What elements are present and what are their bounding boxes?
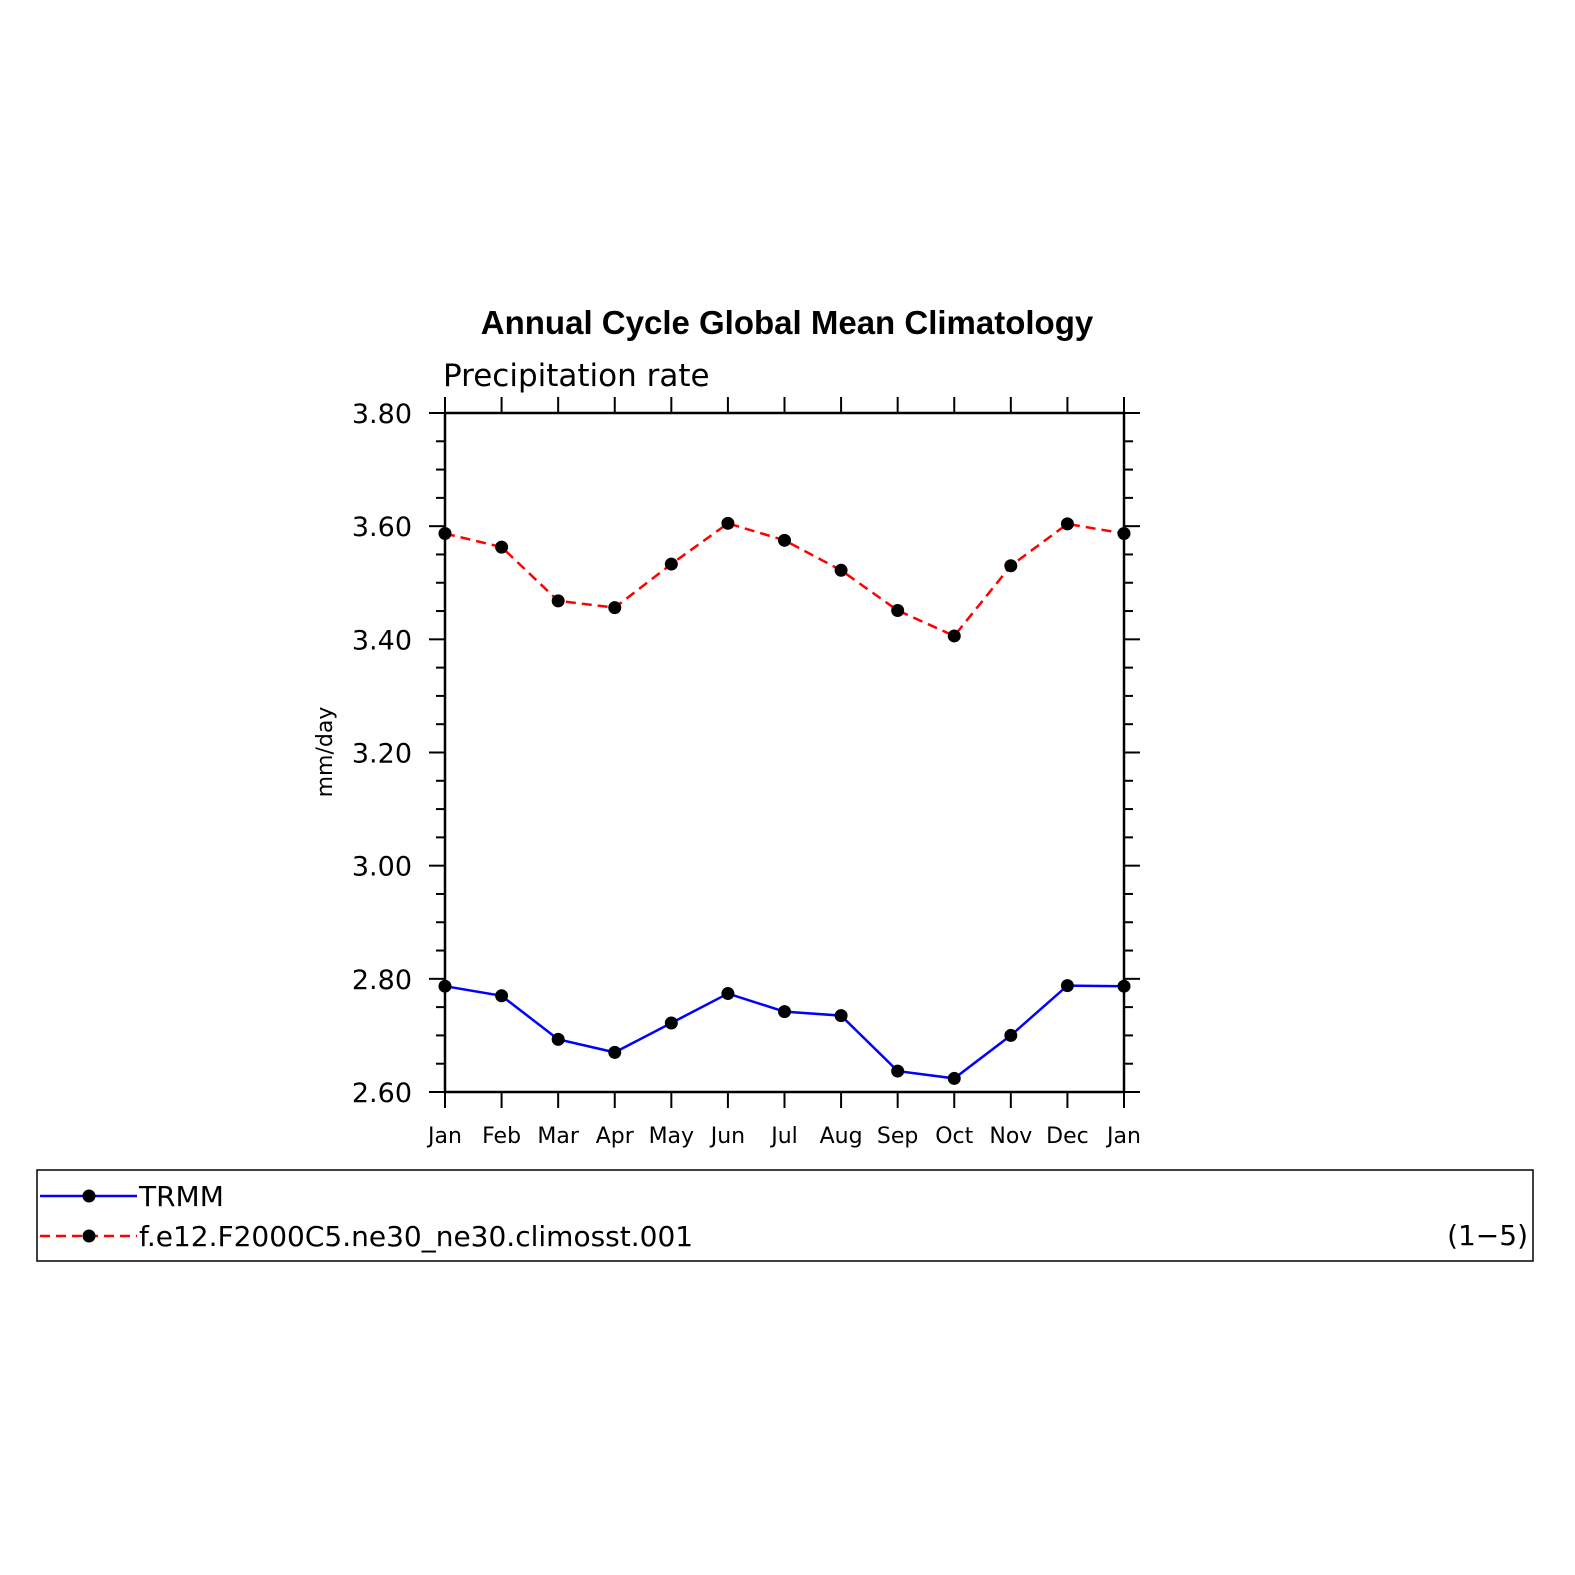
x-tick-label: Mar — [537, 1124, 579, 1149]
legend-label-0: TRMM — [138, 1180, 224, 1213]
series-point — [1117, 979, 1131, 993]
legend-marker-1 — [82, 1229, 96, 1243]
x-tick-label: Jan — [426, 1124, 462, 1149]
y-tick-label: 3.00 — [352, 852, 412, 883]
series-point — [891, 1064, 905, 1078]
series-point — [778, 533, 791, 547]
chart-title: Annual Cycle Global Mean Climatology — [481, 304, 1094, 341]
y-tick-label: 3.60 — [352, 512, 412, 543]
series-line-0 — [444, 984, 1125, 1080]
x-tick-label: May — [649, 1124, 694, 1149]
series-point — [1060, 979, 1074, 993]
series-point — [778, 1005, 791, 1019]
series-point — [608, 1045, 622, 1059]
x-tick-label: Jul — [769, 1124, 798, 1149]
series-point — [721, 987, 735, 1001]
chart-subtitle: Precipitation rate — [443, 358, 710, 394]
series-point — [1060, 517, 1074, 531]
series-point — [947, 629, 961, 643]
series-point — [495, 989, 509, 1003]
x-tick-label: Dec — [1046, 1124, 1089, 1149]
series-point — [664, 1016, 678, 1030]
x-tick-label: Apr — [596, 1124, 635, 1149]
axes: 2.60 2.80 3.00 3.20 3.40 3.60 3.80 Jan Feb Mar Apr… — [352, 397, 1141, 1149]
y-tick-label: 3.40 — [352, 625, 412, 656]
y-tick-label: 2.80 — [352, 965, 412, 996]
legend-label-1: f.e12.F2000C5.ne30_ne30.climosst.001 — [139, 1220, 693, 1253]
x-tick-label: Aug — [820, 1124, 863, 1149]
series-point — [721, 516, 735, 530]
y-axis-label: mm/day — [313, 707, 338, 798]
series-point — [495, 540, 509, 554]
legend-note: (1−5) — [1447, 1219, 1528, 1252]
series-layer — [438, 516, 1131, 1085]
x-tick-label: Jun — [709, 1124, 745, 1149]
series-point — [834, 1009, 848, 1023]
series-point — [438, 527, 452, 541]
y-tick-label: 3.80 — [352, 399, 412, 430]
y-tick-label: 3.20 — [352, 739, 412, 770]
series-point — [608, 601, 622, 615]
series-point — [1004, 559, 1018, 573]
x-tick-label: Sep — [877, 1124, 918, 1149]
legend-box — [36, 1169, 1534, 1262]
series-point — [947, 1071, 961, 1085]
legend: TRMM f.e12.F2000C5.ne30_ne30.climosst.001 — [40, 1180, 693, 1253]
series-point — [1004, 1028, 1018, 1042]
series-point — [891, 603, 905, 617]
series-point — [438, 979, 452, 993]
x-tick-label: Nov — [989, 1124, 1032, 1149]
x-tick-label: Oct — [935, 1124, 973, 1149]
series-point — [664, 557, 678, 571]
x-tick-label: Jan — [1105, 1124, 1141, 1149]
x-tick-label: Feb — [482, 1124, 521, 1149]
series-point — [551, 594, 565, 608]
legend-marker-0 — [82, 1189, 96, 1203]
series-point — [834, 563, 848, 577]
plot-frame — [443, 411, 1126, 1094]
series-point — [551, 1032, 565, 1046]
y-tick-label: 2.60 — [352, 1078, 412, 1109]
series-point — [1117, 527, 1131, 541]
